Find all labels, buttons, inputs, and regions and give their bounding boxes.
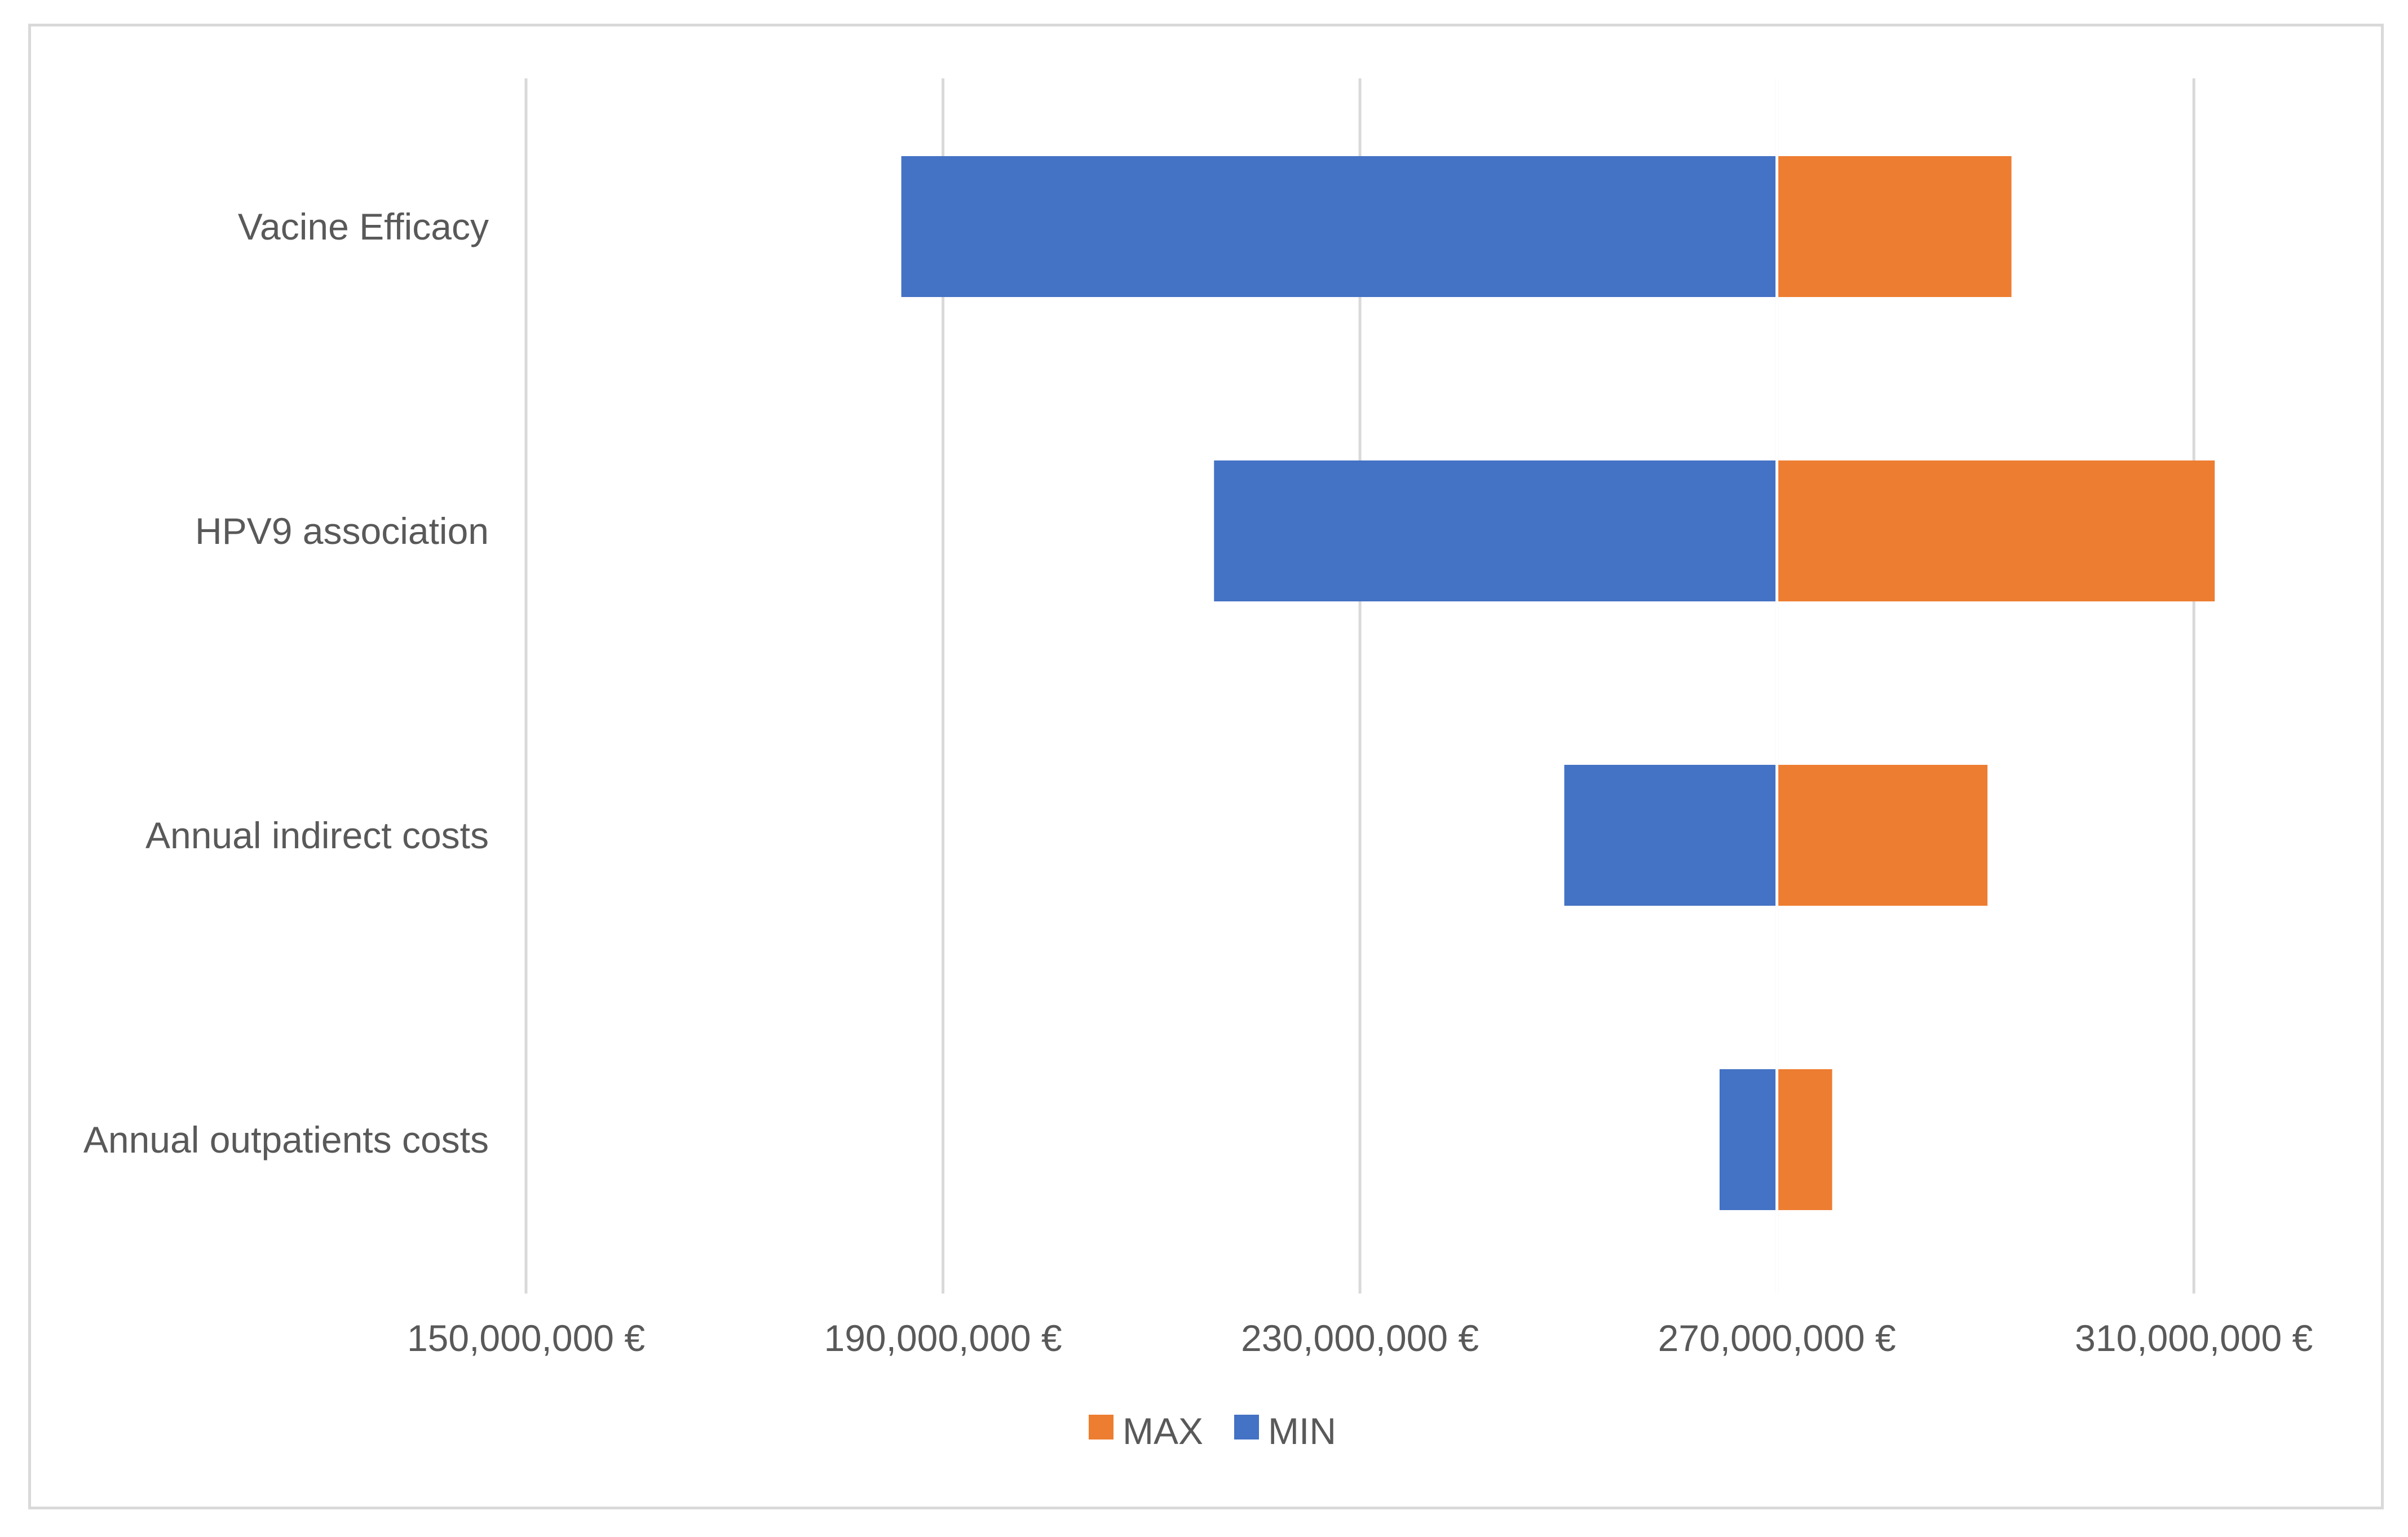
tornado-chart: Vacine Efficacy HPV9 association Annual in… bbox=[83, 78, 2313, 1452]
x-tick-label: 310,000,000 € bbox=[2075, 1317, 2313, 1359]
category-label: Vacine Efficacy bbox=[238, 206, 489, 247]
category-label: HPV9 association bbox=[195, 510, 489, 552]
legend-label: MAX bbox=[1123, 1410, 1203, 1452]
bar-max bbox=[1777, 765, 1988, 906]
x-tick-label: 190,000,000 € bbox=[824, 1317, 1062, 1359]
legend-swatch bbox=[1089, 1415, 1114, 1439]
x-tick-label: 150,000,000 € bbox=[407, 1317, 645, 1359]
legend-swatch bbox=[1234, 1415, 1259, 1439]
x-axis-tick-labels: 150,000,000 € 190,000,000 € 230,000,000 € 2… bbox=[407, 1317, 2313, 1359]
category-labels: Vacine Efficacy HPV9 association Annual in… bbox=[83, 206, 489, 1160]
x-tick-label: 270,000,000 € bbox=[1658, 1317, 1896, 1359]
legend-item: MAX bbox=[1089, 1410, 1203, 1452]
bar-max bbox=[1777, 460, 2215, 601]
legend: MAX MIN bbox=[1089, 1410, 1336, 1452]
bar-max bbox=[1777, 1069, 1832, 1210]
bars bbox=[901, 156, 2215, 1210]
category-label: Annual outpatients costs bbox=[83, 1119, 489, 1160]
legend-item: MIN bbox=[1234, 1410, 1336, 1452]
category-label: Annual indirect costs bbox=[145, 814, 489, 856]
legend-label: MIN bbox=[1268, 1410, 1336, 1452]
bar-min bbox=[901, 156, 1777, 297]
bar-max bbox=[1777, 156, 2012, 297]
x-tick-label: 230,000,000 € bbox=[1241, 1317, 1479, 1359]
chart-frame: Vacine Efficacy HPV9 association Annual in… bbox=[28, 24, 2384, 1509]
bar-min bbox=[1214, 460, 1777, 601]
bar-min bbox=[1564, 765, 1777, 906]
bar-min bbox=[1719, 1069, 1777, 1210]
